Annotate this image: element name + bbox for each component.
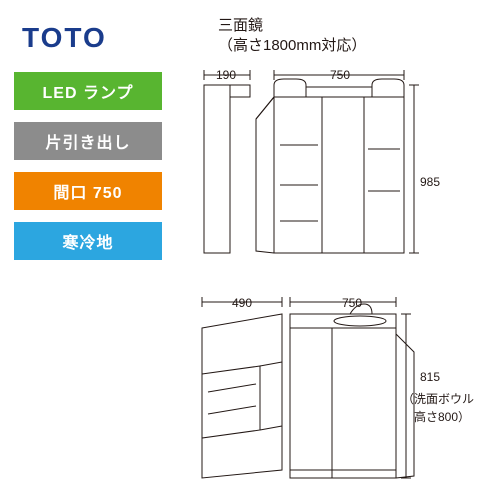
mirror-dim-width: 750 (330, 68, 350, 82)
badge-width-label: 間口 750 (53, 179, 122, 203)
brand-logo: TOTO (22, 22, 107, 54)
mirror-diagram (200, 55, 480, 260)
badge-column: LED ランプ 片引き出し 間口 750 寒冷地 (14, 72, 162, 260)
mirror-dim-height: 985 (420, 175, 440, 189)
mirror-dim-depth: 190 (216, 68, 236, 82)
vanity-note-2: 高さ800） (414, 408, 470, 425)
badge-cold: 寒冷地 (14, 222, 162, 260)
badge-drawer: 片引き出し (14, 122, 162, 160)
header-line1: 三面鏡 (218, 16, 366, 36)
vanity-note-1: （洗面ボウル (402, 390, 474, 407)
header-title: 三面鏡 （高さ1800mm対応） (218, 16, 366, 55)
vanity-dim-height: 815 (420, 370, 440, 384)
badge-led: LED ランプ (14, 72, 162, 110)
vanity-dim-depth: 490 (232, 296, 252, 310)
badge-led-label: LED ランプ (43, 79, 134, 103)
vanity-dim-width: 750 (342, 296, 362, 310)
badge-cold-label: 寒冷地 (62, 229, 113, 253)
vanity-diagram (200, 280, 480, 490)
badge-width: 間口 750 (14, 172, 162, 210)
header-line2: （高さ1800mm対応） (218, 36, 366, 56)
badge-drawer-label: 片引き出し (45, 129, 130, 153)
